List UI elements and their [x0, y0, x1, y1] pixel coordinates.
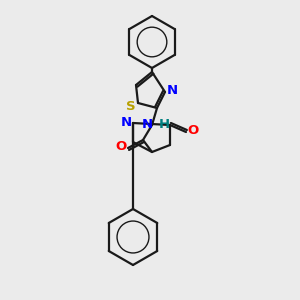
Text: O: O: [116, 140, 127, 152]
Text: O: O: [188, 124, 199, 137]
Text: N: N: [167, 83, 178, 97]
Text: N: N: [120, 116, 132, 128]
Text: S: S: [126, 100, 136, 112]
Text: N: N: [141, 118, 153, 130]
Text: H: H: [158, 118, 169, 131]
